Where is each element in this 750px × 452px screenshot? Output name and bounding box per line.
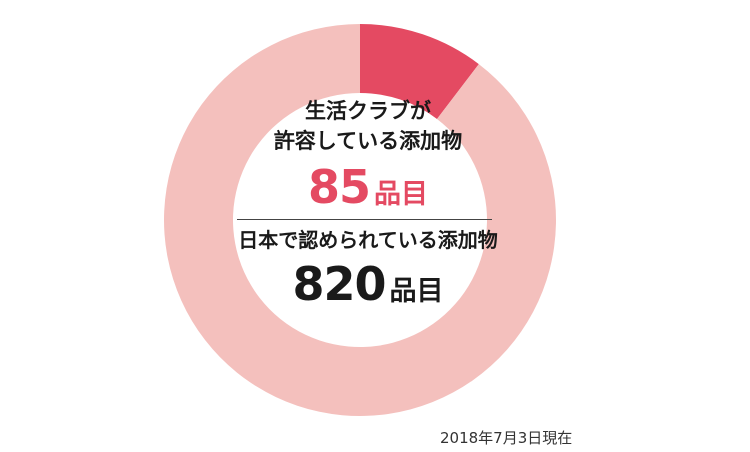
center-divider bbox=[237, 219, 492, 220]
date-note: 2018年7月3日現在 bbox=[440, 429, 573, 447]
japan-value: 820 bbox=[292, 257, 386, 311]
donut-slice-permitted bbox=[360, 24, 479, 119]
donut-segments bbox=[163, 24, 556, 416]
japan-additives-label: 日本で認められている添加物 bbox=[238, 228, 498, 252]
permitted-unit: 品目 bbox=[374, 179, 428, 210]
permitted-additives-count: 85 品目 bbox=[238, 157, 498, 217]
donut-slice-remaining bbox=[163, 24, 556, 416]
japan-additives-count: 820 品目 bbox=[238, 254, 498, 314]
permitted-label-line-2: 許容している添加物 bbox=[273, 129, 463, 153]
permitted-label-line-1: 生活クラブが bbox=[305, 99, 431, 123]
japan-unit: 品目 bbox=[389, 276, 444, 307]
permitted-additives-label: 生活クラブが 許容している添加物 bbox=[238, 96, 498, 156]
permitted-value: 85 bbox=[307, 160, 371, 214]
